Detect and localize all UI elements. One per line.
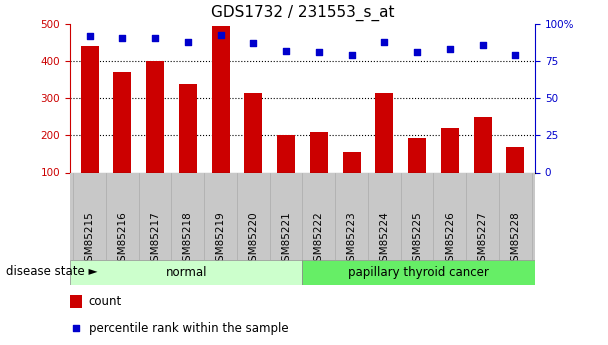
Point <box>71 325 81 331</box>
Title: GDS1732 / 231553_s_at: GDS1732 / 231553_s_at <box>211 5 394 21</box>
Text: percentile rank within the sample: percentile rank within the sample <box>89 322 288 335</box>
Point <box>150 35 160 40</box>
Point <box>511 52 520 58</box>
Bar <box>70 295 81 308</box>
Point <box>379 39 389 45</box>
Point <box>216 32 226 37</box>
Text: disease state ►: disease state ► <box>6 265 97 278</box>
Text: normal: normal <box>165 266 207 279</box>
Point <box>85 33 94 39</box>
Bar <box>408 138 426 172</box>
Bar <box>342 152 361 172</box>
Bar <box>474 117 492 172</box>
Bar <box>302 260 535 285</box>
Bar <box>179 84 197 172</box>
Point <box>347 52 356 58</box>
Text: papillary thyroid cancer: papillary thyroid cancer <box>348 266 489 279</box>
Point <box>478 42 488 48</box>
Bar <box>277 135 295 172</box>
Point <box>249 41 258 46</box>
Point <box>183 39 193 45</box>
Point <box>412 50 422 55</box>
Text: count: count <box>89 295 122 308</box>
Bar <box>375 93 393 172</box>
Point <box>445 47 455 52</box>
Bar <box>244 93 263 172</box>
Bar <box>113 72 131 172</box>
Point <box>282 48 291 53</box>
Point <box>314 50 323 55</box>
Bar <box>81 47 98 172</box>
Point <box>117 35 127 40</box>
Bar <box>146 61 164 172</box>
Bar <box>70 260 302 285</box>
Bar <box>212 26 230 172</box>
Bar <box>441 128 459 172</box>
Bar <box>506 147 524 172</box>
Bar <box>310 132 328 172</box>
